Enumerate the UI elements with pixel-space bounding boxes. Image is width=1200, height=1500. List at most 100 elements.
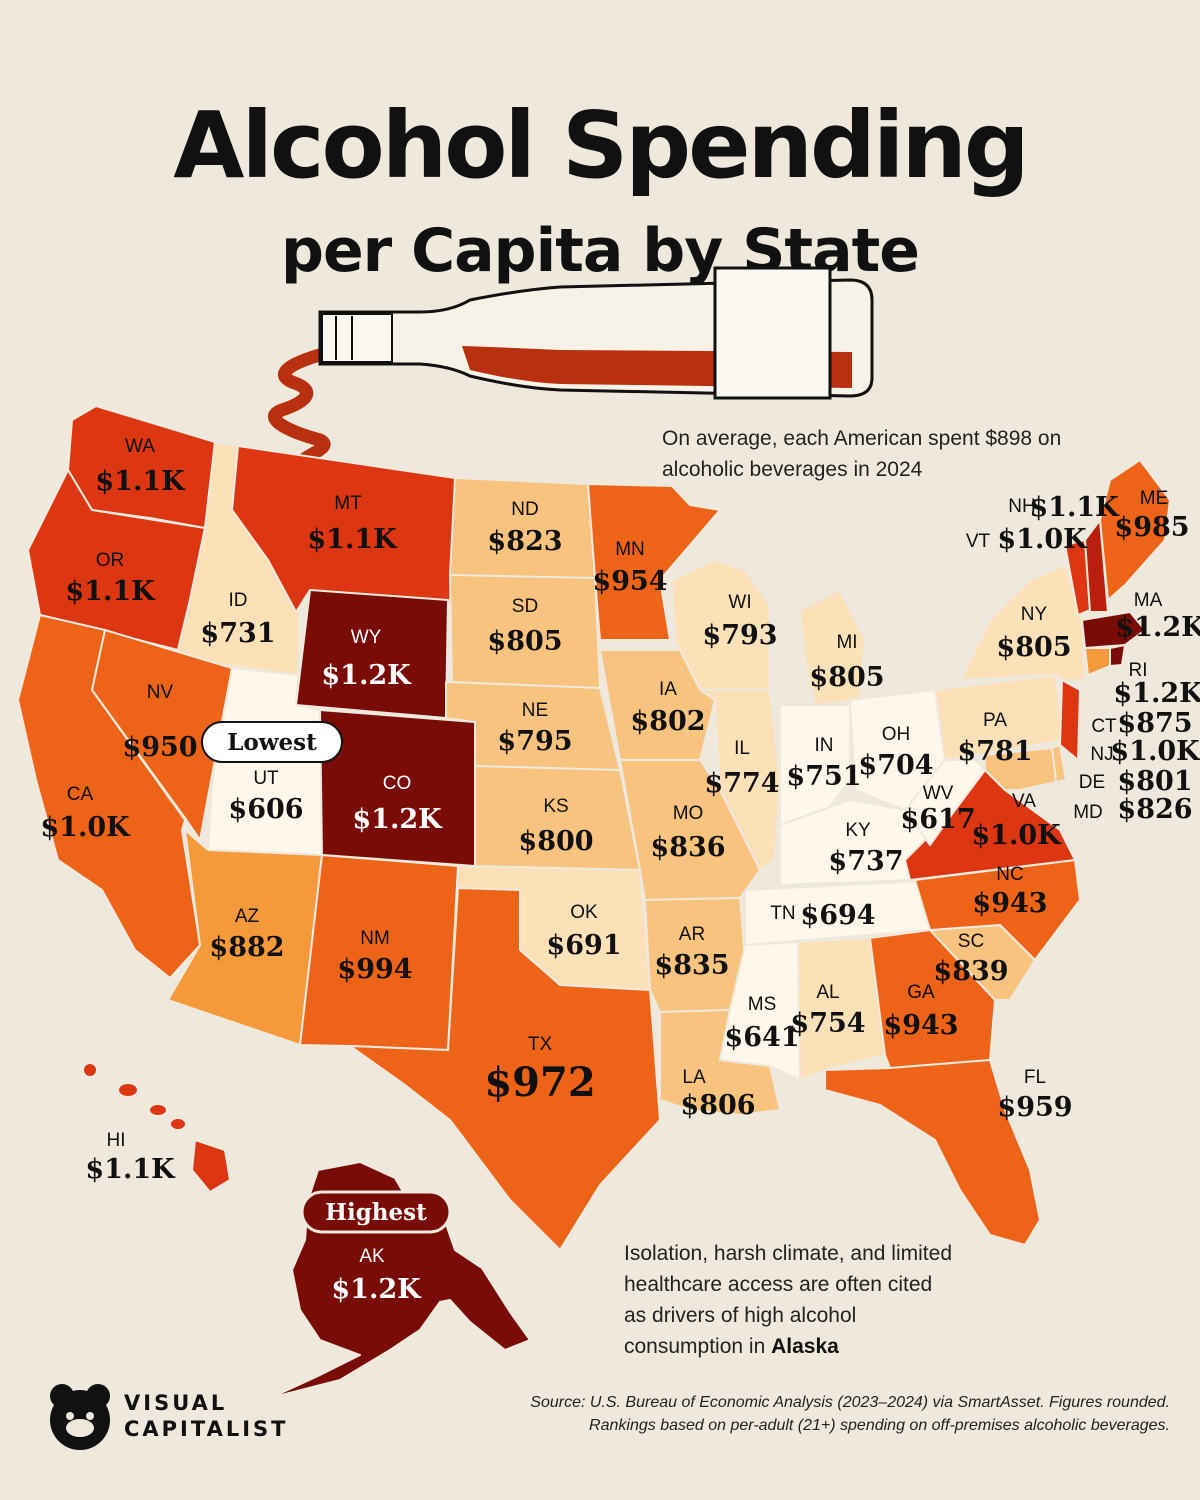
- state-value-ky: $737: [828, 846, 903, 877]
- state-value-nm: $994: [337, 954, 412, 985]
- state-value-de: $801: [1117, 766, 1192, 797]
- state-NJ: [1059, 679, 1081, 761]
- state-abbr-co: CO: [383, 773, 412, 794]
- state-abbr-nv: NV: [147, 682, 174, 703]
- state-value-ks: $800: [518, 826, 593, 857]
- state-AL: [797, 937, 886, 1081]
- state-abbr-wa: WA: [125, 436, 155, 457]
- state-value-ne: $795: [497, 726, 572, 757]
- state-abbr-al: AL: [816, 982, 839, 1003]
- state-abbr-wv: WV: [923, 783, 954, 804]
- state-value-ut: $606: [228, 794, 303, 825]
- state-abbr-ny: NY: [1021, 604, 1048, 625]
- state-NM: [299, 854, 459, 1051]
- state-value-md: $826: [1117, 794, 1192, 825]
- state-abbr-mo: MO: [673, 803, 704, 824]
- state-abbr-sd: SD: [512, 596, 538, 617]
- state-value-ma: $1.2K: [1115, 612, 1200, 643]
- state-abbr-ct: CT: [1091, 716, 1117, 737]
- state-value-ia: $802: [630, 706, 705, 737]
- state-value-fl: $959: [997, 1092, 1072, 1123]
- state-TX: [349, 887, 661, 1251]
- state-abbr-fl: FL: [1024, 1067, 1046, 1088]
- state-abbr-nh: NH: [1008, 496, 1035, 517]
- state-abbr-ri: RI: [1129, 660, 1148, 681]
- state-value-wv: $617: [900, 804, 975, 835]
- state-value-mo: $836: [650, 832, 725, 863]
- state-abbr-ut: UT: [253, 768, 279, 789]
- brand-line-2: CAPITALIST: [124, 1417, 289, 1441]
- state-value-oh: $704: [858, 750, 933, 781]
- state-abbr-mi: MI: [836, 632, 857, 653]
- highest-label: Highest: [325, 1199, 427, 1226]
- state-value-mt: $1.1K: [307, 524, 398, 555]
- state-IL: [699, 689, 781, 871]
- source-note: Source: U.S. Bureau of Economic Analysis…: [270, 1391, 1170, 1437]
- brand-line-1: VISUAL: [124, 1391, 228, 1415]
- state-HI-island: [169, 1117, 187, 1131]
- title-line-1: Alcohol Spending: [173, 92, 1030, 199]
- state-value-nc: $943: [972, 888, 1047, 919]
- state-value-vt: $1.0K: [997, 524, 1088, 555]
- state-value-va: $1.0K: [971, 820, 1062, 851]
- state-abbr-ia: IA: [659, 679, 677, 700]
- state-value-wi: $793: [702, 620, 777, 651]
- brand-wordmark: VISUAL CAPITALIST: [124, 1390, 288, 1442]
- state-abbr-nc: NC: [996, 864, 1023, 885]
- state-abbr-ak: AK: [359, 1246, 385, 1267]
- state-value-nj: $1.0K: [1110, 736, 1200, 767]
- state-WY: [295, 589, 449, 719]
- state-abbr-nm: NM: [360, 928, 390, 949]
- state-value-wa: $1.1K: [95, 466, 186, 497]
- wine-bottle-illustration: [268, 266, 874, 473]
- state-abbr-tn: TN: [770, 903, 795, 924]
- state-FL: [824, 1059, 1041, 1246]
- state-RI: [1109, 644, 1126, 667]
- state-abbr-or: OR: [96, 550, 125, 571]
- alaska-note-emphasis: Alaska: [771, 1335, 839, 1358]
- wine-pour: [268, 345, 337, 473]
- state-ME: [1099, 459, 1171, 601]
- bottle-label: [713, 266, 832, 400]
- alaska-note-text: Isolation, harsh climate, and limited he…: [624, 1242, 952, 1358]
- state-value-ok: $691: [546, 930, 621, 961]
- state-HI: [82, 1062, 231, 1193]
- state-abbr-ms: MS: [748, 994, 777, 1015]
- state-value-ca: $1.0K: [40, 812, 131, 843]
- state-abbr-ar: AR: [679, 924, 705, 945]
- state-abbr-il: IL: [734, 738, 750, 759]
- state-NH: [1084, 519, 1109, 613]
- state-abbr-ma: MA: [1134, 590, 1163, 611]
- state-value-sd: $805: [487, 626, 562, 657]
- source-line-2: Rankings based on per-adult (21+) spendi…: [589, 1417, 1170, 1434]
- state-value-wy: $1.2K: [321, 660, 412, 691]
- state-value-nd: $823: [487, 526, 562, 557]
- state-abbr-pa: PA: [983, 710, 1007, 731]
- state-value-mn: $954: [592, 566, 667, 597]
- state-abbr-va: VA: [1012, 791, 1036, 812]
- state-MO: [619, 759, 761, 901]
- state-value-ms: $641: [724, 1022, 799, 1053]
- state-value-or: $1.1K: [65, 576, 156, 607]
- state-abbr-nj: NJ: [1090, 744, 1113, 765]
- state-value-ga: $943: [883, 1010, 958, 1041]
- state-value-ak: $1.2K: [331, 1274, 422, 1305]
- state-NV: [91, 629, 233, 841]
- state-abbr-id: ID: [229, 590, 248, 611]
- state-labels: WA $1.1K OR $1.1K CA $1.0K ID $731 NV $950 UT $606 A…: [40, 436, 1200, 1305]
- state-value-sc: $839: [933, 956, 1008, 987]
- state-abbr-vt: VT: [966, 531, 991, 552]
- lowest-label: Lowest: [227, 729, 317, 756]
- highest-callout: Highest: [300, 1190, 452, 1234]
- state-IN: [779, 704, 851, 826]
- bottle-neck-band: [321, 313, 393, 363]
- state-abbr-nd: ND: [511, 499, 538, 520]
- state-abbr-ks: KS: [543, 796, 568, 817]
- visual-capitalist-logo-icon: [50, 1384, 110, 1450]
- state-abbr-ga: GA: [907, 982, 935, 1003]
- state-abbr-ky: KY: [845, 820, 871, 841]
- state-MN: [587, 483, 721, 641]
- state-value-hi: $1.1K: [85, 1154, 176, 1185]
- alaska-note: Isolation, harsh climate, and limited he…: [624, 1238, 954, 1362]
